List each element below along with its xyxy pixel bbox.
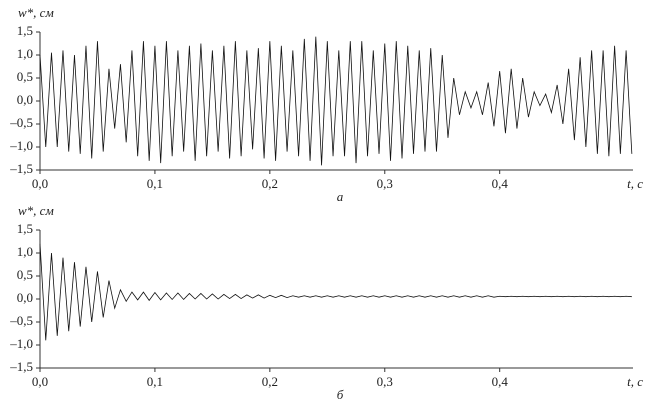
x-tick-label: 0,1 xyxy=(147,176,163,191)
x-tick-label: 0,4 xyxy=(492,374,509,389)
y-tick-label: 1,5 xyxy=(17,23,33,38)
y-tick-label: 0,5 xyxy=(17,267,33,282)
y-tick-label: –1,0 xyxy=(9,336,33,351)
x-tick-label: 0,3 xyxy=(377,176,393,191)
x-axis-label: t, с xyxy=(627,374,643,389)
x-tick-label: 0,3 xyxy=(377,374,393,389)
signal-line xyxy=(39,36,633,166)
y-tick-label: 0,0 xyxy=(17,290,33,305)
y-tick-label: 1,0 xyxy=(17,244,33,259)
signal-line xyxy=(39,243,632,341)
y-tick-label: 1,5 xyxy=(17,221,33,236)
y-axis-label: w*, см xyxy=(18,5,54,20)
x-tick-label: 0,2 xyxy=(262,374,278,389)
x-tick-label: 0,4 xyxy=(492,176,509,191)
y-tick-label: 1,0 xyxy=(17,46,33,61)
y-tick-label: –0,5 xyxy=(9,115,33,130)
y-tick-label: –1,0 xyxy=(9,138,33,153)
x-tick-label: 0,1 xyxy=(147,374,163,389)
y-tick-label: –1,5 xyxy=(9,161,33,176)
panel-caption: а xyxy=(337,189,344,204)
x-tick-label: 0,2 xyxy=(262,176,278,191)
y-tick-label: 0,0 xyxy=(17,92,33,107)
y-tick-label: 0,5 xyxy=(17,69,33,84)
y-tick-label: –1,5 xyxy=(9,359,33,374)
x-tick-label: 0,0 xyxy=(32,374,48,389)
y-axis-label: w*, см xyxy=(18,203,54,218)
y-tick-label: –0,5 xyxy=(9,313,33,328)
panel-caption: б xyxy=(337,387,344,402)
x-axis-label: t, с xyxy=(627,176,643,191)
x-tick-label: 0,0 xyxy=(32,176,48,191)
